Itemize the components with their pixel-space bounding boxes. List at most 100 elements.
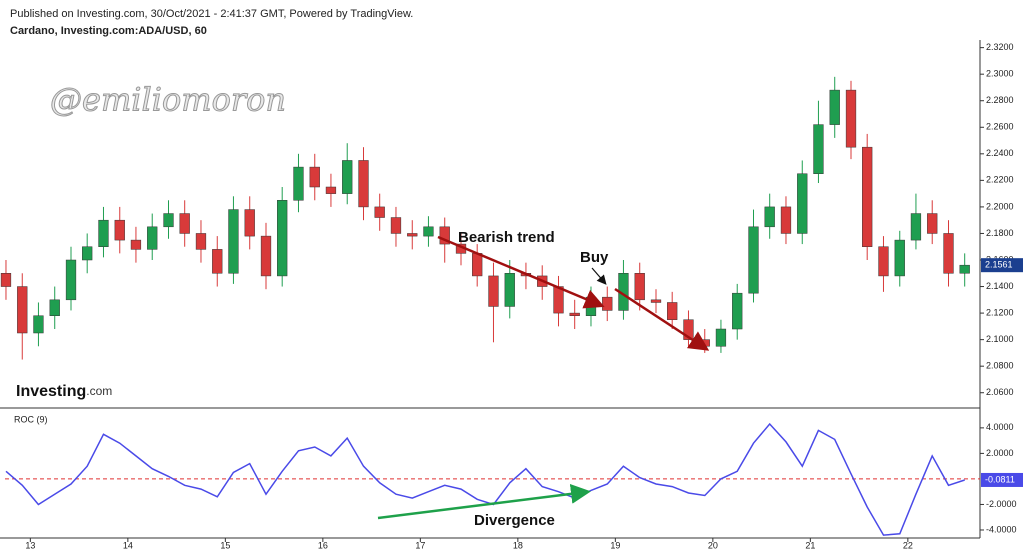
candle-body: [358, 160, 369, 208]
y-tick-label: 2.1000: [986, 334, 1014, 344]
published-note: Published on Investing.com, 30/Oct/2021 …: [10, 8, 413, 20]
indicator-title: ROC (9): [14, 414, 48, 424]
candle-body: [49, 299, 60, 316]
y-tick-label: 2.3000: [986, 69, 1014, 79]
candle-body: [212, 249, 223, 274]
candle-body: [228, 209, 239, 274]
x-tick-label: 18: [513, 540, 523, 550]
candle-body: [715, 328, 727, 347]
candle-body: [17, 286, 28, 334]
candle-body: [569, 312, 580, 316]
candle-body: [553, 286, 564, 314]
candle-body: [374, 206, 385, 218]
y-tick-label: 2.0600: [986, 387, 1014, 397]
last-value-box: [981, 472, 1023, 487]
last-value-box: [981, 258, 1023, 273]
candle-body: [650, 299, 662, 303]
candle-body: [342, 160, 353, 194]
x-tick-label: 21: [805, 540, 815, 550]
candle-body: [667, 302, 678, 320]
candle-body: [130, 239, 142, 250]
candle-body: [439, 226, 450, 245]
x-tick-label: 14: [123, 540, 133, 550]
candle-body: [293, 166, 304, 201]
candle-body: [862, 146, 873, 247]
candle-body: [878, 246, 889, 277]
roc-line: [5, 422, 965, 536]
x-tick-label: 13: [25, 540, 35, 550]
candle-body: [845, 89, 857, 148]
x-tick-label: 20: [708, 540, 718, 550]
x-tick-label: 16: [318, 540, 328, 550]
candle-body: [959, 264, 970, 274]
candle-body: [732, 292, 743, 330]
candle-body: [244, 209, 255, 237]
logo-suffix: .com: [86, 384, 112, 398]
annotation: Bearish trend: [458, 229, 555, 246]
candle-body: [943, 233, 954, 274]
buy-arrow: [591, 267, 607, 285]
candle-body: [407, 233, 418, 237]
y-tick-label: 2.1200: [986, 307, 1014, 317]
x-tick-label: 22: [903, 540, 913, 550]
y-tick-label: 2.2400: [986, 148, 1014, 158]
candle-body: [910, 213, 922, 241]
logo: Investing.com: [16, 383, 112, 400]
last-value-label: -0.0811: [985, 474, 1015, 484]
logo-brand: Investing: [16, 383, 86, 400]
y-tick-label: 2.0800: [986, 361, 1014, 371]
candle-body: [163, 213, 174, 228]
trend-arrow: [614, 287, 710, 351]
candle-body: [147, 226, 158, 250]
y-tick-label: 2.0000: [986, 448, 1014, 458]
candle-body: [780, 206, 792, 234]
candle-body: [748, 226, 759, 294]
y-tick-label: -4.0000: [986, 524, 1017, 534]
candle-body: [813, 124, 824, 174]
y-tick-label: 2.1400: [986, 281, 1014, 291]
annotation: Buy: [580, 249, 609, 266]
candle-body: [894, 239, 905, 277]
candle-body: [179, 213, 190, 234]
y-tick-label: -2.0000: [986, 499, 1017, 509]
candle-body: [82, 246, 93, 261]
price-chart-title: Cardano, Investing.com:ADA/USD, 60: [10, 25, 207, 37]
candle-body: [325, 186, 337, 194]
candle-body: [927, 213, 938, 234]
candle-body: [634, 273, 645, 301]
trend-arrow: [437, 235, 605, 309]
candle-body: [277, 200, 288, 277]
y-tick-label: 2.2600: [986, 122, 1014, 132]
y-tick-label: 2.3200: [986, 42, 1014, 52]
y-tick-label: 2.2200: [986, 175, 1014, 185]
candle-body: [797, 173, 808, 234]
x-tick-label: 19: [610, 540, 620, 550]
candle-body: [98, 219, 109, 247]
candle-body: [114, 219, 125, 241]
x-tick-label: 17: [415, 540, 425, 550]
y-tick-label: 2.2000: [986, 201, 1014, 211]
candle-body: [488, 275, 499, 307]
annotation: Divergence: [474, 512, 555, 529]
y-tick-label: 2.2800: [986, 95, 1014, 105]
candle-body: [829, 89, 840, 125]
candle-body: [33, 315, 44, 334]
candle-body: [309, 166, 320, 188]
y-tick-label: 2.1800: [986, 228, 1014, 238]
candle-body: [390, 217, 402, 234]
candle-body: [260, 235, 272, 277]
candle-body: [423, 226, 434, 237]
candle-body: [504, 273, 515, 307]
candle-body: [195, 233, 207, 250]
candle-body: [602, 296, 613, 311]
candle-body: [764, 206, 775, 228]
divergence-arrow: [377, 483, 591, 520]
candle-body: [472, 253, 483, 277]
watermark: @emiliomoron: [50, 81, 286, 119]
x-tick-label: 15: [220, 540, 230, 550]
last-value-label: 2.1561: [985, 260, 1013, 270]
y-tick-label: 4.0000: [986, 422, 1014, 432]
candle-body: [65, 259, 77, 301]
candle-body: [0, 273, 12, 287]
